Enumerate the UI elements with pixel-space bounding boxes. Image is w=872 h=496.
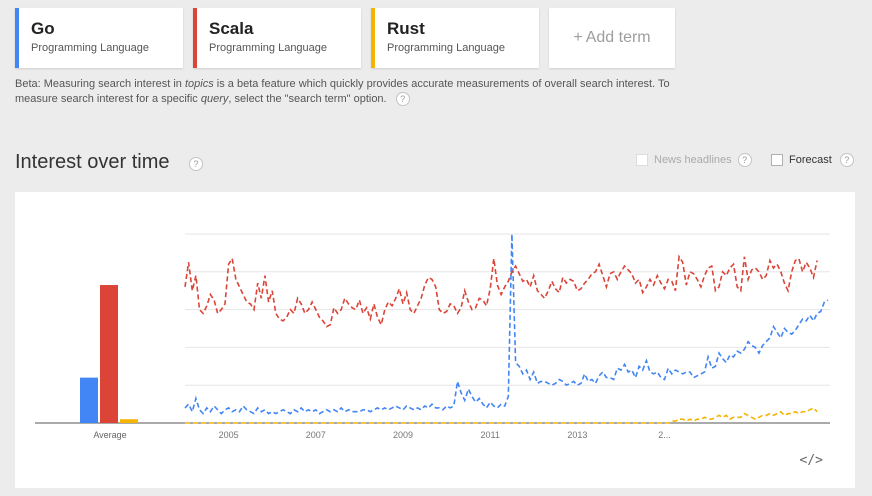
section-title: Interest over time — [15, 151, 170, 173]
beta-note-topics: topics — [184, 78, 214, 90]
x-tick-label: 2009 — [393, 430, 413, 440]
add-term-button[interactable]: + Add term — [549, 8, 675, 68]
add-term-label: Add term — [585, 29, 651, 46]
beta-note: Beta: Measuring search interest in topic… — [15, 77, 695, 107]
x-tick-label: 2... — [658, 430, 671, 440]
term-color-bar — [193, 8, 197, 68]
beta-note-query: query — [200, 93, 229, 105]
beta-note-text: , select the "search term" option. — [228, 93, 387, 105]
average-bar-go — [80, 377, 98, 423]
plus-icon: + — [573, 29, 583, 46]
term-color-bar — [371, 8, 375, 68]
forecast-option[interactable]: Forecast ? — [771, 153, 854, 167]
help-icon[interactable]: ? — [839, 153, 854, 167]
term-name: Scala — [209, 19, 254, 38]
chart-svg: Average 2005 2007 2009 2011 2013 2... — [35, 233, 830, 440]
average-bar-scala — [100, 285, 118, 423]
news-headlines-option[interactable]: News headlines ? — [636, 153, 752, 167]
help-icon[interactable]: ? — [189, 157, 203, 171]
embed-code-icon[interactable]: </> — [799, 453, 823, 468]
forecast-checkbox[interactable] — [771, 154, 783, 166]
x-tick-label: 2013 — [567, 430, 587, 440]
term-card-rust[interactable]: Rust Programming Language — [371, 8, 539, 68]
term-card-go[interactable]: Go Programming Language — [15, 8, 183, 68]
x-tick-label: 2005 — [219, 430, 239, 440]
help-icon[interactable]: ? — [395, 92, 410, 107]
series-line-scala — [184, 254, 818, 328]
term-name: Go — [31, 19, 55, 38]
average-bar-rust — [120, 419, 138, 423]
help-icon[interactable]: ? — [737, 153, 752, 167]
news-headlines-label: News headlines — [654, 154, 732, 166]
x-tick-label: 2011 — [480, 430, 499, 440]
term-type: Programming Language — [209, 42, 328, 54]
term-type: Programming Language — [31, 42, 150, 54]
news-headlines-checkbox[interactable] — [636, 154, 648, 166]
forecast-label: Forecast — [789, 154, 832, 166]
beta-note-text: Beta: Measuring search interest in — [15, 78, 185, 90]
series-line-rust — [185, 406, 818, 424]
interest-over-time-chart: Average 2005 2007 2009 2011 2013 2... </> — [15, 192, 855, 488]
term-card-scala[interactable]: Scala Programming Language — [193, 8, 361, 68]
term-type: Programming Language — [387, 42, 506, 54]
x-tick-label: 2007 — [306, 430, 326, 440]
series-line-go — [184, 233, 829, 415]
beta-note-text: is a beta feature which quickly provides… — [15, 78, 670, 105]
term-color-bar — [15, 8, 19, 68]
average-label: Average — [93, 430, 126, 440]
term-name: Rust — [387, 19, 425, 38]
